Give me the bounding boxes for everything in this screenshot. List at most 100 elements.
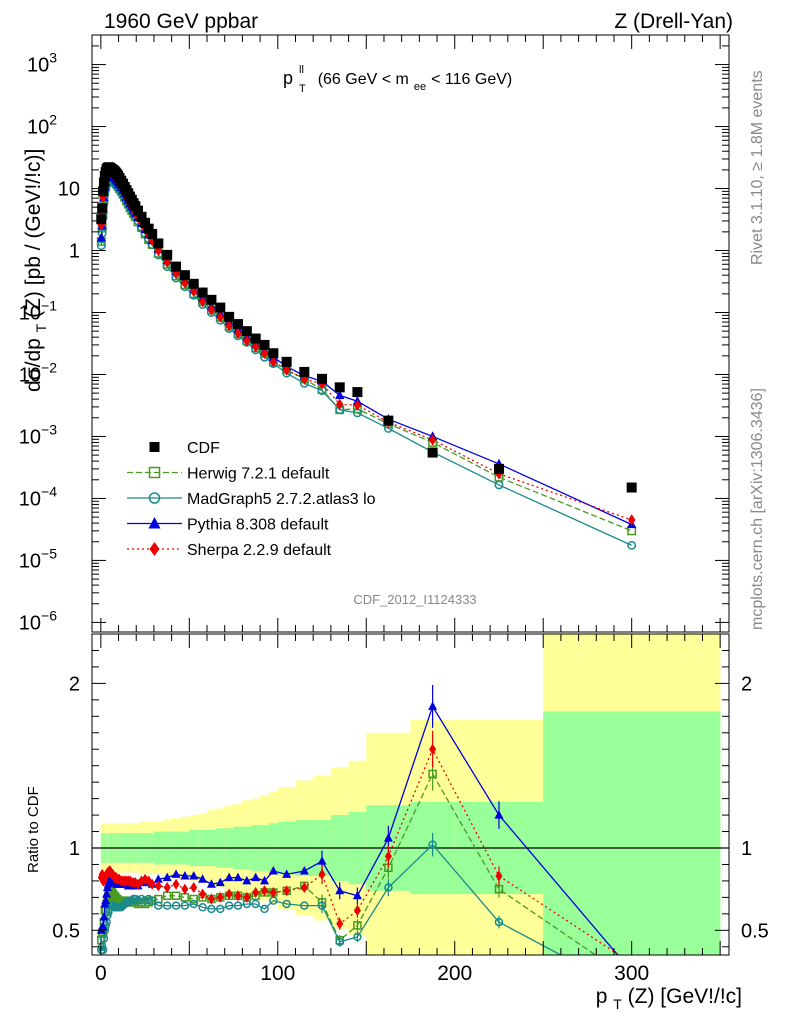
- analysis-id-label: CDF_2012_I1124333: [353, 592, 476, 607]
- main-point-cdf: [215, 302, 226, 313]
- legend-marker-herwig: [148, 466, 161, 479]
- ratio-point-sherpa: [207, 893, 215, 905]
- x-tick-label: 300: [614, 962, 649, 985]
- ratio-point-sherpa: [283, 885, 291, 897]
- ratio-point-sherpa: [495, 870, 503, 882]
- ratio-point-pythia: [215, 877, 225, 887]
- main-line-sherpa: [100, 170, 632, 521]
- main-point-cdf: [98, 186, 109, 197]
- ratio-point-sherpa: [234, 890, 242, 902]
- ratio-point-pythia: [260, 875, 270, 885]
- ratio-point-sherpa: [163, 882, 171, 894]
- main-point-cdf: [241, 326, 252, 337]
- ratio-point-pythia: [162, 872, 172, 882]
- ratio-point-pythia: [101, 895, 111, 905]
- ratio-point-sherpa: [190, 882, 198, 894]
- main-point-sherpa: [97, 219, 105, 231]
- ratio-point-pythia: [224, 872, 234, 882]
- ratio-point-madgraph: [384, 883, 393, 892]
- main-point-cdf: [259, 339, 270, 350]
- y-tick-label: 103: [27, 50, 57, 77]
- ratio-point-madgraph: [98, 945, 108, 955]
- mcplots-reference-label: mcplots.cern.ch [arXiv:1306.3436]: [749, 388, 766, 630]
- main-point-sherpa: [216, 311, 224, 323]
- ratio-point-pythia: [98, 922, 108, 931]
- main-point-cdf: [626, 482, 637, 493]
- ratio-point-pythia: [242, 875, 252, 885]
- ratio-series: [96, 684, 621, 955]
- ratio-point-pythia: [102, 889, 112, 898]
- ratio-point-sherpa: [300, 882, 308, 894]
- ratio-point-madgraph: [428, 840, 437, 849]
- main-point-cdf: [281, 356, 292, 367]
- main-point-cdf: [140, 217, 151, 228]
- main-point-cdf: [317, 373, 328, 384]
- ratio-point-madgraph: [335, 937, 344, 947]
- ratio-point-pythia: [198, 874, 208, 883]
- main-point-madgraph: [494, 480, 504, 490]
- ratio-point-madgraph: [224, 901, 234, 910]
- main-panel-frame: [91, 34, 730, 633]
- main-point-sherpa: [225, 320, 233, 332]
- ratio-point-pythia: [494, 810, 504, 819]
- ratio-y-tick-label: 2: [69, 673, 80, 695]
- main-point-sherpa: [99, 191, 107, 204]
- y-tick-label: 102: [27, 112, 57, 139]
- ratio-point-pythia: [428, 701, 438, 710]
- main-point-cdf: [224, 311, 235, 322]
- y-tick-label: 10−6: [19, 607, 57, 634]
- main-point-herwig: [627, 526, 637, 536]
- inner-band-bin: [543, 711, 721, 955]
- cross-section-series: [96, 162, 637, 550]
- main-point-cdf: [232, 319, 243, 330]
- ratio-point-sherpa: [148, 878, 156, 890]
- ratio-point-sherpa: [216, 891, 224, 903]
- main-point-sherpa: [336, 398, 344, 411]
- ratio-point-madgraph: [207, 904, 216, 914]
- main-point-cdf: [96, 214, 107, 225]
- main-point-cdf: [143, 223, 154, 234]
- y-tick-label: 1: [69, 241, 80, 263]
- ratio-line-sherpa: [100, 747, 621, 955]
- legend: CDF Herwig 7.2.1 default MadGraph5 2.7.2.a…: [127, 440, 376, 559]
- main-point-cdf: [334, 382, 345, 393]
- ratio-point-madgraph: [154, 901, 163, 910]
- legend-marker-madgraph: [148, 492, 161, 504]
- main-point-cdf: [206, 294, 217, 305]
- ratio-y-tick-label: 0.5: [52, 920, 80, 942]
- main-point-cdf: [136, 211, 147, 222]
- ratio-point-madgraph: [353, 932, 362, 942]
- ratio-y-tick-label-right: 0.5: [741, 920, 769, 942]
- main-point-cdf: [147, 228, 158, 239]
- ratio-point-pythia: [233, 872, 243, 882]
- main-point-cdf: [250, 333, 261, 344]
- ratio-point-pythia: [99, 912, 109, 921]
- ratio-point-pythia: [153, 874, 163, 883]
- legend-label-sherpa: Sherpa 2.2.9 default: [187, 542, 332, 559]
- ratio-point-sherpa: [181, 883, 189, 895]
- main-point-sherpa: [627, 514, 636, 526]
- ratio-y-tick-label: 1: [69, 838, 80, 860]
- main-point-cdf: [299, 366, 310, 377]
- main-point-sherpa: [207, 304, 216, 316]
- main-point-cdf: [268, 348, 279, 359]
- main-point-cdf: [133, 205, 144, 216]
- main-point-sherpa: [234, 327, 242, 340]
- main-point-sherpa: [282, 364, 291, 376]
- ratio-point-madgraph: [233, 901, 243, 910]
- ratio-point-sherpa: [199, 888, 207, 900]
- ratio-point-pythia: [282, 869, 292, 878]
- legend-marker-sherpa: [149, 542, 160, 556]
- ratio-point-madgraph: [282, 899, 291, 909]
- main-point-cdf: [171, 261, 182, 272]
- ratio-point-sherpa: [336, 918, 344, 930]
- ratio-point-madgraph: [147, 896, 157, 905]
- ratio-point-madgraph: [494, 917, 504, 927]
- x-tick-label: 100: [260, 962, 295, 985]
- ratio-point-sherpa: [269, 886, 277, 898]
- main-point-sherpa: [251, 341, 260, 353]
- main-point-sherpa: [198, 295, 207, 308]
- ratio-point-pythia: [251, 872, 261, 882]
- main-point-cdf: [162, 249, 173, 260]
